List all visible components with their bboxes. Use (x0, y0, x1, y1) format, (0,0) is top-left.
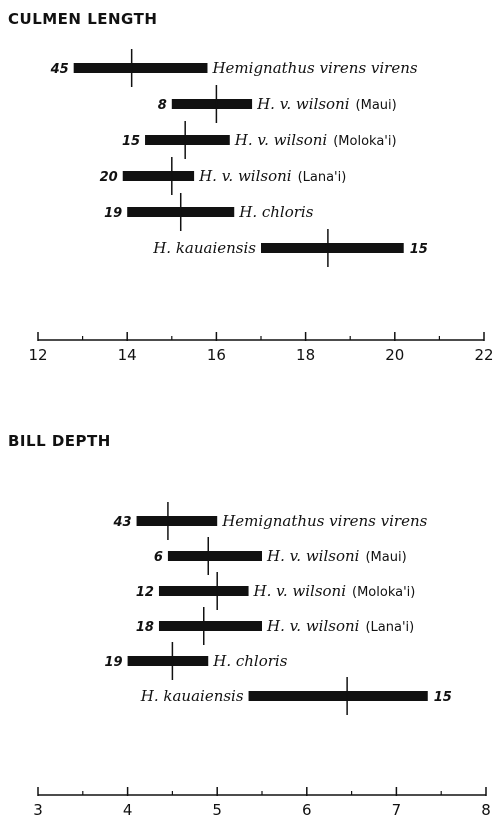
locality-label: (Lana'i) (365, 620, 414, 635)
taxon-name: H. v. wilsoni (253, 582, 347, 600)
locality-label: (Maui) (356, 98, 397, 113)
taxon-label: Hemignathus virens virens (211, 59, 417, 77)
range-bar (261, 243, 404, 253)
taxon-name: H. v. wilsoni (256, 95, 350, 113)
sample-size-label: 15 (122, 134, 140, 149)
range-bar (122, 171, 195, 181)
tick-label: 12 (28, 346, 47, 364)
sample-size-label: 6 (154, 550, 163, 565)
range-row: 15 H. v. wilsoni (Moloka'i) (122, 121, 397, 159)
sample-size-label: 19 (105, 655, 123, 670)
sample-size-label: 19 (104, 206, 122, 221)
panel-title: CULMEN LENGTH (8, 10, 157, 28)
range-bar (73, 63, 208, 73)
taxon-label: H. kauaiensis (140, 687, 244, 705)
range-row: 12 H. v. wilsoni (Moloka'i) (136, 572, 416, 610)
tick-label: 14 (118, 346, 137, 364)
tick-label: 3 (33, 801, 43, 819)
taxon-label: H. chloris (238, 203, 313, 221)
taxon-label: H. kauaiensis (152, 239, 256, 257)
sample-size-label: 18 (136, 620, 154, 635)
tick-label: 22 (474, 346, 493, 364)
sample-size-label: 12 (136, 585, 154, 600)
taxon-label: H. v. wilsoni (Moloka'i) (253, 582, 416, 600)
range-row: 18 H. v. wilsoni (Lana'i) (136, 607, 414, 645)
rows: 43 Hemignathus virens virens 6 H. v. wilson… (105, 502, 452, 715)
tick-label: 20 (385, 346, 404, 364)
tick-label: 4 (123, 801, 133, 819)
taxon-name: H. chloris (238, 203, 313, 221)
locality-label: (Maui) (365, 550, 406, 565)
taxon-label: H. v. wilsoni (Maui) (266, 547, 407, 565)
tick-label: 18 (296, 346, 315, 364)
sample-size-label: 20 (100, 170, 118, 185)
taxon-label: H. v. wilsoni (Lana'i) (266, 617, 414, 635)
x-axis: 12 14 16 18 20 22 (28, 332, 494, 364)
taxon-name: H. v. wilsoni (266, 547, 360, 565)
range-row: 43 Hemignathus virens virens (112, 502, 428, 540)
tick-label: 16 (207, 346, 226, 364)
x-axis: 3 4 5 6 7 8 (33, 787, 491, 819)
rows: 45 Hemignathus virens virens 8 H. v. wilson… (50, 49, 428, 267)
taxon-name: H. chloris (212, 652, 287, 670)
sample-size-label: 43 (112, 515, 131, 530)
range-row: 45 Hemignathus virens virens (50, 49, 418, 87)
taxon-label: H. v. wilsoni (Lana'i) (198, 167, 346, 185)
locality-label: (Moloka'i) (352, 585, 415, 600)
range-bar (136, 516, 218, 526)
sample-size-label: 8 (158, 98, 167, 113)
tick-label: 5 (212, 801, 222, 819)
sample-size-label: 15 (410, 242, 428, 257)
sample-size-label: 15 (434, 690, 452, 705)
range-bar (145, 135, 230, 145)
range-row: 19 H. chloris (104, 193, 314, 231)
taxon-name: H. v. wilsoni (198, 167, 292, 185)
range-row: 15 H. kauaiensis (152, 229, 428, 267)
tick-label: 6 (302, 801, 312, 819)
range-row: 8 H. v. wilsoni (Maui) (158, 85, 397, 123)
taxon-label: Hemignathus virens virens (221, 512, 427, 530)
range-bar (158, 586, 249, 596)
taxon-label: H. v. wilsoni (Maui) (256, 95, 397, 113)
range-bar (127, 656, 209, 666)
range-bar (158, 621, 262, 631)
locality-label: (Moloka'i) (333, 134, 396, 149)
taxon-name: Hemignathus virens virens (211, 59, 417, 77)
tick-label: 8 (481, 801, 491, 819)
taxon-name: H. kauaiensis (140, 687, 244, 705)
panel-title: BILL DEPTH (8, 432, 111, 450)
range-row: 19 H. chloris (105, 642, 288, 680)
taxon-name: H. kauaiensis (152, 239, 256, 257)
range-bar (171, 99, 253, 109)
range-row: 15 H. kauaiensis (140, 677, 452, 715)
taxon-label: H. v. wilsoni (Moloka'i) (234, 131, 397, 149)
taxon-name: H. v. wilsoni (234, 131, 328, 149)
range-row: 20 H. v. wilsoni (Lana'i) (100, 157, 346, 195)
taxon-label: H. chloris (212, 652, 287, 670)
range-bar (248, 691, 428, 701)
taxon-name: Hemignathus virens virens (221, 512, 427, 530)
sample-size-label: 45 (50, 62, 69, 77)
panel-culmen-length: CULMEN LENGTH 45 Hemignathus virens viren… (8, 10, 494, 364)
range-bar (167, 551, 262, 561)
tick-label: 7 (392, 801, 402, 819)
range-row: 6 H. v. wilsoni (Maui) (154, 537, 407, 575)
taxon-name: H. v. wilsoni (266, 617, 360, 635)
locality-label: (Lana'i) (298, 170, 347, 185)
